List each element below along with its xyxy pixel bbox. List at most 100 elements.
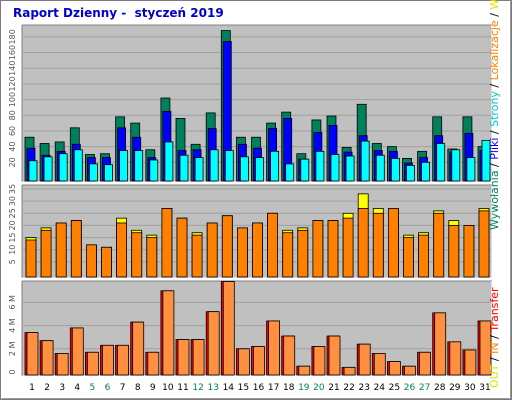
bar-in [358, 343, 371, 376]
day-label: 26 [404, 383, 416, 393]
bar-lokalizacje [357, 208, 369, 278]
bar-lokalizacje [161, 208, 173, 278]
day-label: 13 [207, 383, 218, 393]
bar-lokalizacje [131, 232, 143, 278]
bar-lokalizacje [312, 220, 324, 278]
legend-part: / [488, 127, 501, 138]
bar-in [479, 320, 492, 376]
bar-strony [255, 157, 264, 182]
day-label: 2 [44, 383, 50, 393]
bar-lokalizacje [418, 234, 430, 278]
bar-lokalizacje [116, 222, 127, 278]
y-tick-label: 2 M [8, 341, 17, 356]
day-label: 25 [389, 383, 400, 393]
day-label: 9 [150, 383, 156, 393]
bar-strony [375, 154, 385, 182]
y-tick-label: 30 [8, 196, 17, 206]
bar-lokalizacje [55, 222, 67, 278]
day-label: 30 [464, 383, 476, 393]
bars-bottom [24, 281, 492, 376]
bar-in [388, 361, 401, 376]
bar-lokalizacje [176, 217, 188, 278]
day-label: 15 [238, 383, 249, 393]
bar-in [56, 353, 69, 376]
day-label: 10 [162, 383, 174, 393]
legend-part: / [488, 354, 501, 365]
y-tick-label: 5 [8, 259, 17, 264]
chart-panel-bottom [21, 280, 493, 377]
bar-strony [179, 154, 189, 182]
bar-in [464, 349, 477, 376]
bar-strony [224, 150, 234, 182]
y-tick-label: 20 [8, 157, 17, 167]
x-axis-day-labels: 1 2 3 4 5 6 7 8 9 10 11 12 13 14 15 16 17 18 19 20 21 22 23 24 2… [29, 383, 491, 393]
bar-lokalizacje [372, 212, 384, 278]
y-tick-label: 100 [8, 92, 17, 107]
y-tick-label: 160 [8, 45, 17, 60]
bar-lokalizacje [463, 225, 475, 278]
legend-part: / [488, 10, 501, 21]
bar-in [71, 327, 84, 376]
chart-panel-middle [21, 184, 493, 279]
y-tick-label: 0 [8, 369, 17, 374]
day-label: 29 [449, 383, 461, 393]
day-label: 14 [223, 383, 235, 393]
bar-strony [270, 150, 280, 182]
bar-strony [285, 163, 295, 182]
bar-strony [451, 149, 461, 182]
legend-out-in-transfer: OUT / IN / Transfer [488, 287, 501, 388]
legend-part: Wywołania [488, 170, 501, 230]
y-tick-label: 10 [8, 245, 17, 255]
day-label: 1 [29, 383, 35, 393]
day-label: 8 [135, 383, 141, 393]
bar-in [41, 340, 54, 376]
y-tick-label: 20 [8, 220, 17, 230]
bars-middle [25, 193, 490, 278]
bar-in [373, 353, 386, 376]
bar-in [162, 290, 175, 376]
bar-lokalizacje [433, 212, 445, 278]
bar-lokalizacje [191, 234, 203, 278]
bar-strony [345, 155, 355, 182]
bar-in [283, 335, 296, 376]
bar-lokalizacje [40, 229, 52, 278]
bar-in [222, 281, 235, 376]
y-tick-label: 15 [8, 232, 17, 242]
day-label: 27 [419, 383, 430, 393]
legend-part: Pliki [488, 138, 501, 160]
chart-panels [21, 24, 493, 377]
legend-part: OUT [488, 364, 501, 388]
y-tick-label: 60 [8, 126, 17, 136]
y-tick-label: 4 M [8, 318, 17, 333]
bar-in [147, 351, 160, 376]
bar-in [434, 312, 447, 376]
y-tick-label: 40 [8, 142, 17, 152]
bar-in [343, 366, 356, 376]
legend-part: Strony [488, 91, 501, 127]
bar-in [268, 320, 281, 376]
bar-lokalizacje [448, 225, 460, 278]
legend-part: IN [488, 342, 501, 353]
bar-strony [390, 157, 400, 182]
bar-strony [134, 150, 144, 182]
day-label: 18 [283, 383, 295, 393]
bar-strony [481, 139, 491, 182]
bar-strony [43, 156, 53, 182]
bar-in [449, 341, 462, 376]
day-label: 19 [298, 383, 310, 393]
bar-strony [315, 150, 325, 182]
bar-strony [239, 156, 249, 182]
bar-strony [58, 153, 68, 182]
bar-lokalizacje [101, 246, 112, 278]
y-tick-label: 35 [8, 184, 17, 194]
bar-lokalizacje [267, 212, 279, 278]
bar-strony [194, 157, 204, 182]
bar-lokalizacje [221, 215, 233, 278]
bar-strony [330, 154, 340, 182]
bar-strony [119, 150, 128, 182]
chart-panel-top [21, 24, 493, 183]
bar-lokalizacje [282, 232, 294, 278]
bar-in [313, 346, 326, 376]
